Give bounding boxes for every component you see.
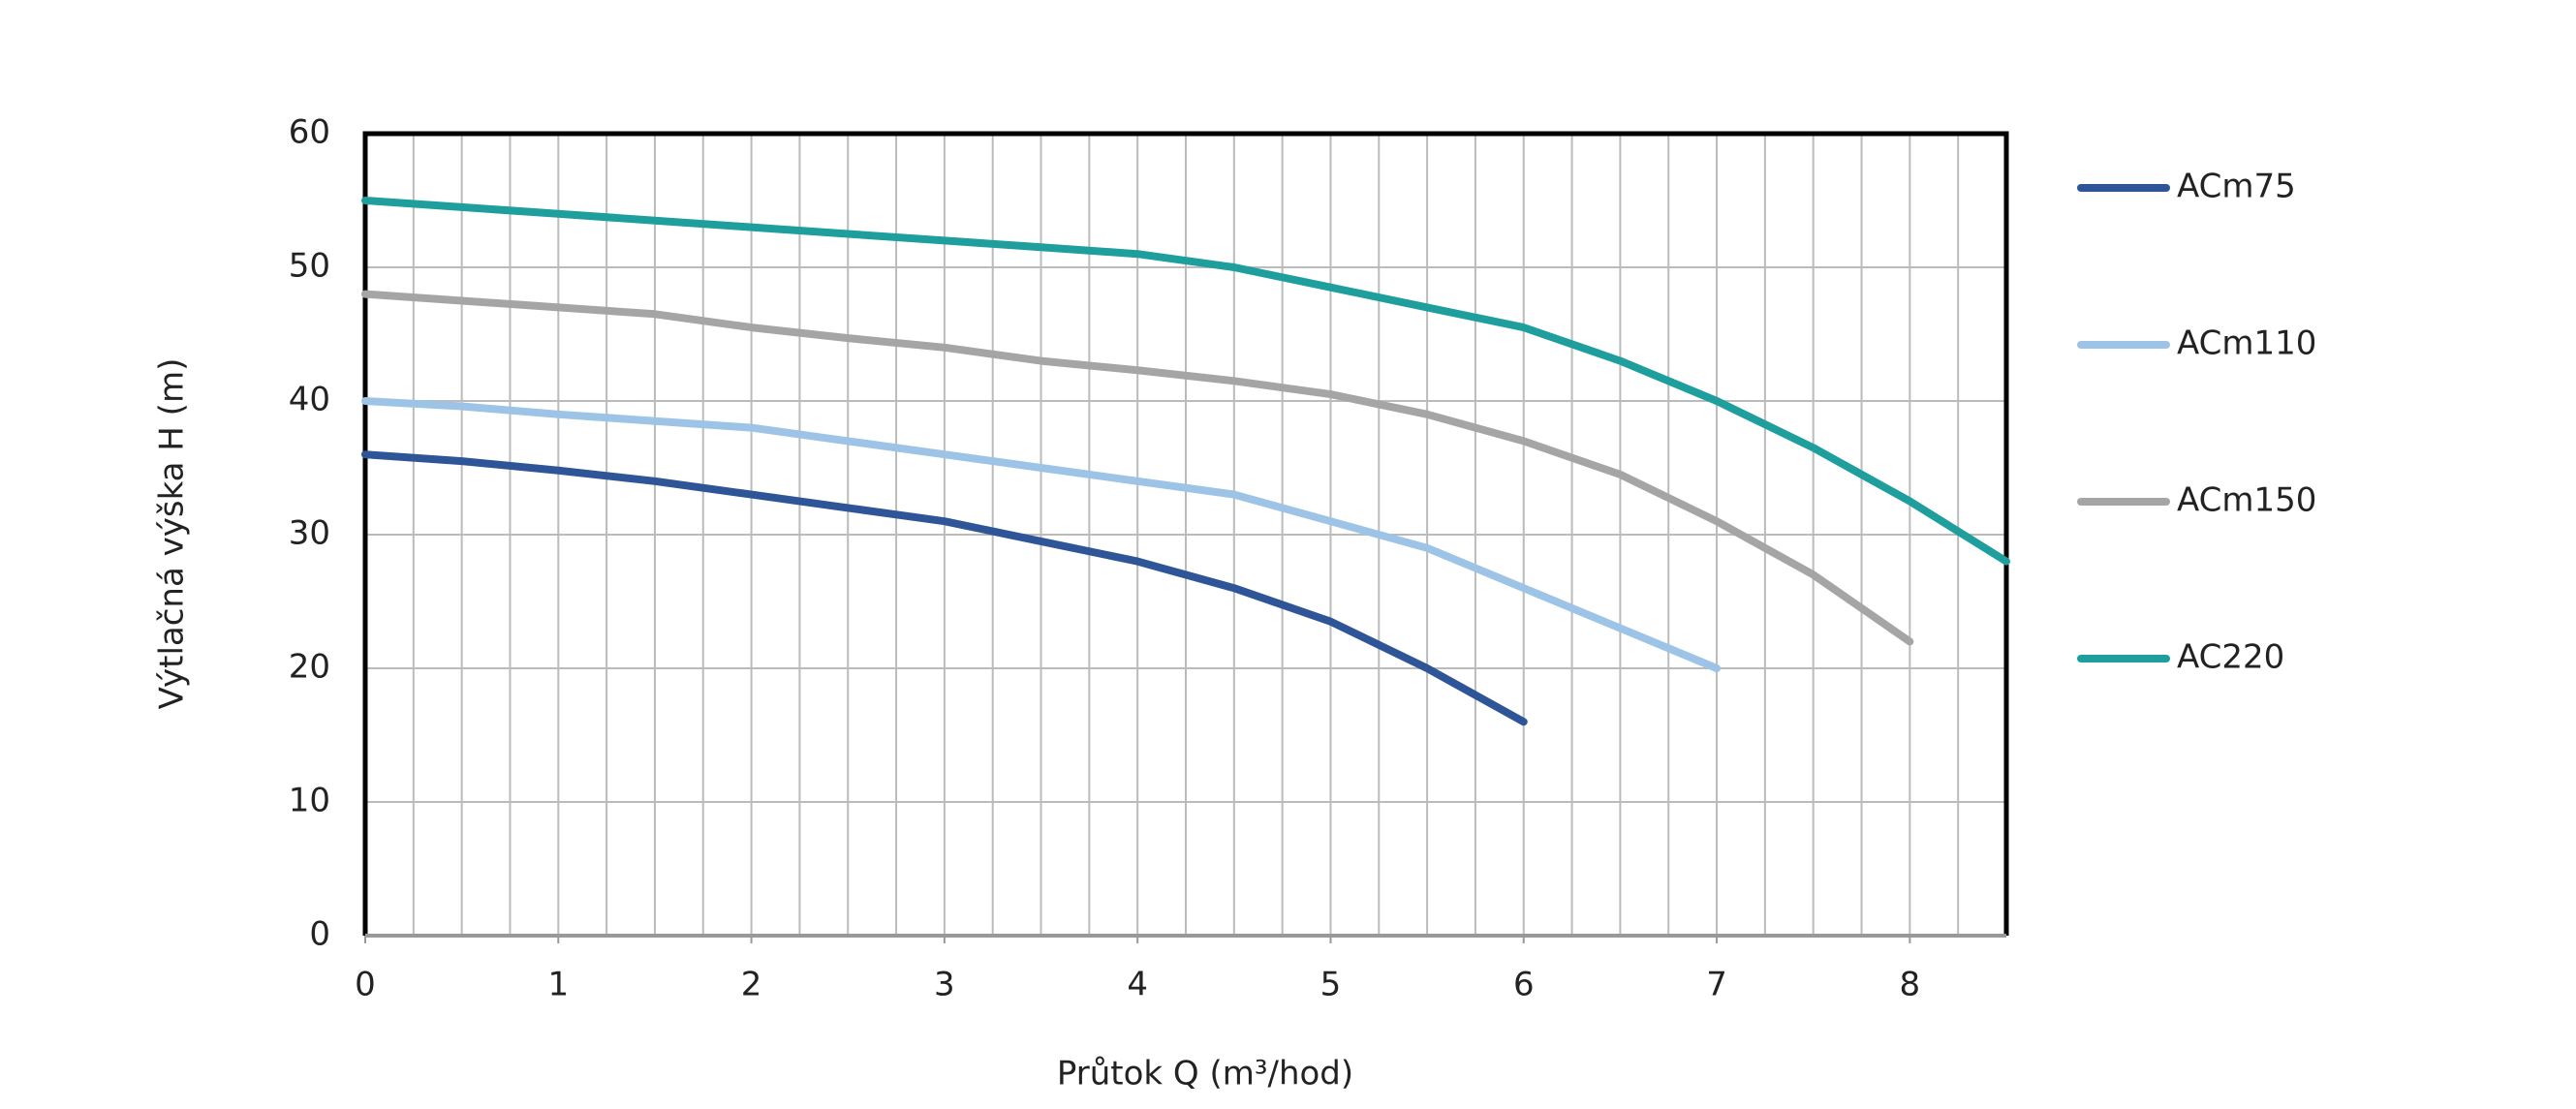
series-line xyxy=(361,450,1528,726)
legend-label: ACm150 xyxy=(2177,481,2316,520)
x-tick-label: 2 xyxy=(741,966,762,1004)
series-line xyxy=(361,197,2010,566)
x-tick-label: 8 xyxy=(1900,966,1921,1004)
y-tick-label: 0 xyxy=(309,915,330,954)
x-tick-label: 7 xyxy=(1706,966,1727,1004)
y-axis-label: Výtlačná výška H (m) xyxy=(153,358,192,710)
series-line xyxy=(361,290,1914,646)
y-tick-label: 50 xyxy=(289,247,330,286)
y-tick-label: 40 xyxy=(289,381,330,419)
y-tick-label: 10 xyxy=(289,782,330,820)
x-tick-label: 4 xyxy=(1127,966,1148,1004)
y-tick-label: 20 xyxy=(289,648,330,687)
y-tick-label: 30 xyxy=(289,514,330,553)
legend-label: AC220 xyxy=(2177,638,2284,677)
plot-frame xyxy=(362,131,2009,936)
legend-label: ACm75 xyxy=(2177,168,2296,206)
x-tick-label: 0 xyxy=(355,966,376,1004)
x-tick-label: 5 xyxy=(1320,966,1342,1004)
legend-label: ACm110 xyxy=(2177,324,2316,363)
x-axis-label: Průtok Q (m³/hod) xyxy=(1057,1055,1353,1094)
x-tick-label: 6 xyxy=(1513,966,1535,1004)
x-tick-label: 3 xyxy=(934,966,955,1004)
series-line xyxy=(361,397,1722,672)
x-tick-label: 1 xyxy=(547,966,569,1004)
y-tick-label: 60 xyxy=(289,113,330,152)
